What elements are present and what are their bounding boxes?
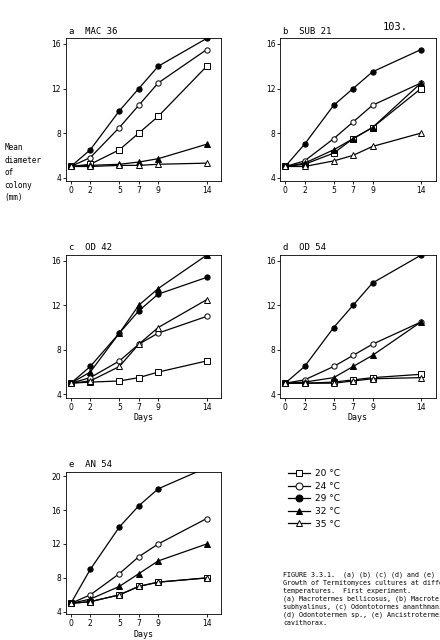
Text: FIGURE 3.3.1.  (a) (b) (c) (d) and (e)
Growth of Termitomyces cultures at differ: FIGURE 3.3.1. (a) (b) (c) (d) and (e) Gr… bbox=[283, 572, 440, 626]
Text: b  SUB 21: b SUB 21 bbox=[283, 26, 332, 36]
X-axis label: Days: Days bbox=[134, 413, 154, 422]
Legend: 20 °C, 24 °C, 29 °C, 32 °C, 35 °C: 20 °C, 24 °C, 29 °C, 32 °C, 35 °C bbox=[288, 469, 340, 529]
Text: 103.: 103. bbox=[383, 22, 408, 33]
Text: Mean
diameter
of
colony
(mm): Mean diameter of colony (mm) bbox=[4, 143, 41, 202]
Text: a  MAC 36: a MAC 36 bbox=[69, 26, 117, 36]
Text: d  OD 54: d OD 54 bbox=[283, 243, 326, 252]
Text: c  OD 42: c OD 42 bbox=[69, 243, 112, 252]
X-axis label: Days: Days bbox=[134, 630, 154, 639]
Text: e  AN 54: e AN 54 bbox=[69, 460, 112, 469]
X-axis label: Days: Days bbox=[348, 413, 368, 422]
